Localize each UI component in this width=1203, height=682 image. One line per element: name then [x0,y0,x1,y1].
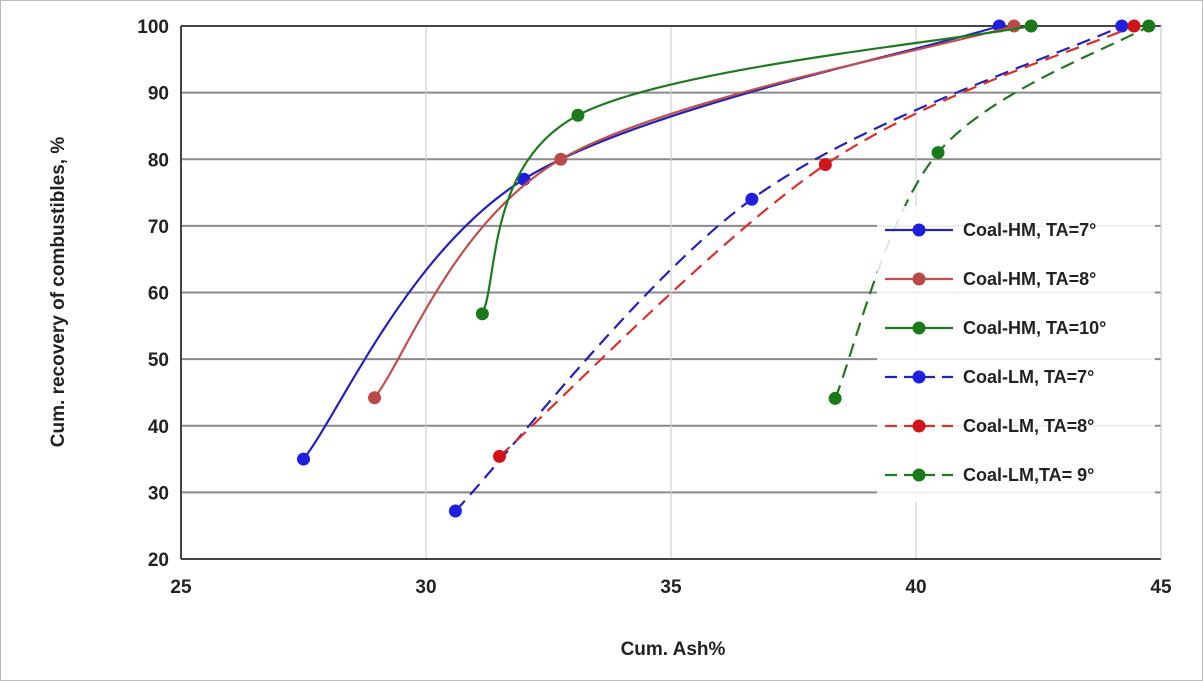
data-point [828,391,842,405]
legend-label: Coal-HM, TA=10° [963,318,1106,338]
y-tick-label: 70 [148,217,169,238]
legend-swatch-marker [912,419,926,433]
x-tick-label: 45 [1150,577,1172,598]
series-layer [297,19,1156,518]
y-tick-label: 60 [148,284,169,305]
y-tick-label: 100 [137,17,169,38]
data-point [475,307,489,321]
y-tick-label: 40 [148,417,169,438]
y-tick-label: 80 [148,150,169,171]
series-4 [448,19,1129,518]
data-point [493,449,506,463]
gridlines [181,26,1161,559]
data-point [368,391,382,405]
legend-label: Coal-HM, TA=7° [963,220,1096,240]
x-tick-label: 35 [660,577,682,598]
series-5 [493,19,1141,463]
legend-background [877,206,1155,502]
y-tick-label: 90 [148,84,169,105]
y-tick-label: 20 [148,550,169,571]
series-6 [828,19,1156,405]
x-axis-title: Cum. Ash% [621,639,726,660]
x-tick-label: 25 [170,577,192,598]
data-point [297,452,310,466]
x-tick-label: 40 [905,577,926,598]
series-line [373,24,1015,399]
data-point [571,108,585,122]
plot-area [180,25,1162,560]
series-line [481,24,1032,315]
tick-labels: 20 30 40 50 60 70 80 90 100 25 30 35 40 45 [137,17,1172,598]
legend-swatch-marker [912,468,926,482]
series-3 [475,19,1038,321]
legend-swatch-marker [912,370,926,384]
legend-swatch-marker [912,321,926,335]
legend-label: Coal-HM, TA=8° [963,269,1096,289]
data-point [1127,19,1141,33]
data-point [1024,19,1038,33]
y-axis-title: Cum. recovery of combustibles, % [48,137,69,448]
legend-label: Coal-LM,TA= 9° [963,465,1094,485]
data-point [931,146,945,160]
legend-swatch-marker [912,272,926,286]
data-point [448,504,462,518]
y-tick-label: 50 [148,350,169,371]
legend: Coal-HM, TA=7° Coal-HM, TA=8° Coal-HM, TA=… [877,206,1155,502]
series-line [498,24,1135,458]
legend-swatch-marker [912,223,926,237]
data-point [818,158,832,172]
legend-label: Coal-LM, TA=8° [963,416,1094,436]
x-tick-label: 30 [415,577,436,598]
data-point [1142,19,1156,33]
data-point [745,192,759,206]
legend-label: Coal-LM, TA=7° [963,367,1094,387]
series-2 [368,19,1021,405]
y-tick-label: 30 [148,483,169,504]
data-point [554,152,568,166]
data-point [1115,19,1129,33]
